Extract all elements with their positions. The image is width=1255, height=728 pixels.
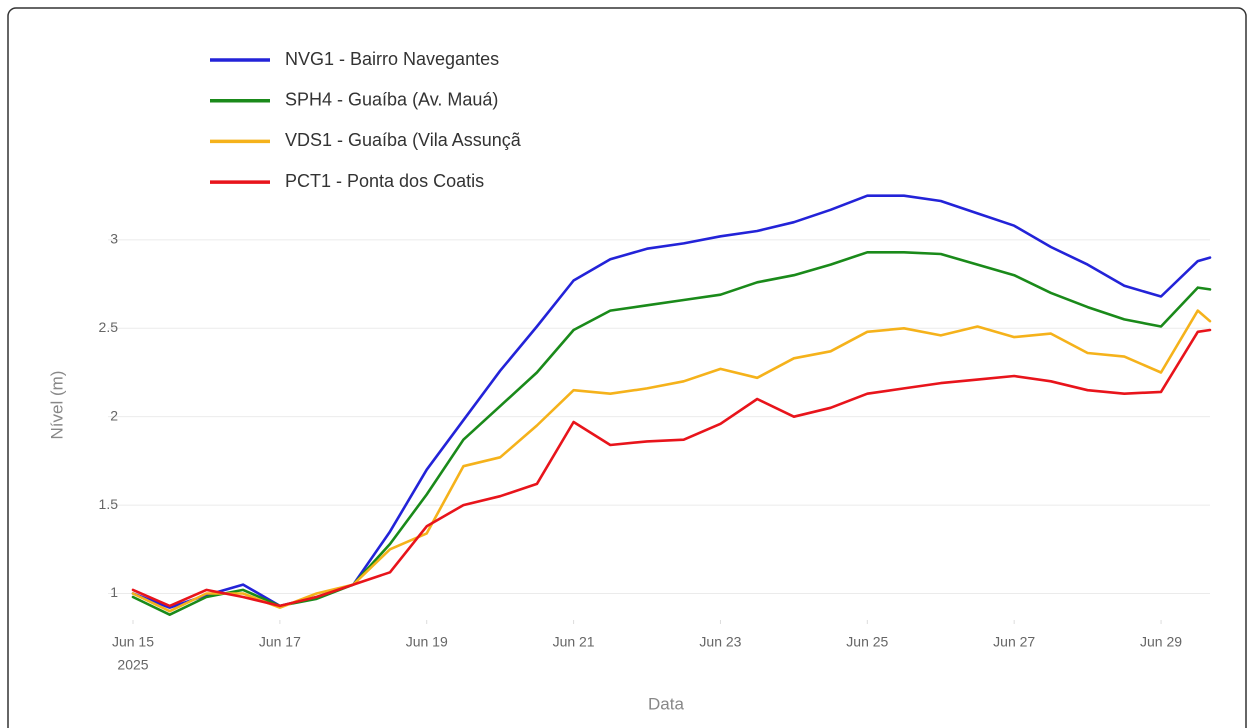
series-line [131, 328, 1212, 608]
legend-label: PCT1 - Ponta dos Coatis [285, 171, 484, 191]
y-tick-label: 2 [110, 407, 118, 423]
series-line [131, 309, 1212, 613]
legend-label: NVG1 - Bairro Navegantes [285, 49, 499, 69]
x-tick-label: Jun 21 [553, 634, 595, 650]
x-tick-sublabel: 2025 [117, 657, 148, 673]
legend-label: VDS1 - Guaíba (Vila Assunçã [285, 130, 522, 150]
x-tick-label: Jun 23 [699, 634, 741, 650]
legend-label: SPH4 - Guaíba (Av. Mauá) [285, 89, 498, 109]
y-axis-title: Nível (m) [47, 371, 66, 440]
x-tick-label: Jun 17 [259, 634, 301, 650]
y-tick-label: 3 [110, 231, 118, 247]
x-tick-label: Jun 25 [846, 634, 888, 650]
x-tick-label: Jun 19 [406, 634, 448, 650]
x-axis-title: Data [648, 694, 684, 713]
y-tick-label: 1.5 [99, 496, 119, 512]
card [7, 7, 1247, 728]
x-tick-label: Jun 27 [993, 634, 1035, 650]
y-tick-label: 1 [110, 584, 118, 600]
x-tick-label: Jun 15 [112, 634, 154, 650]
series-line [131, 251, 1212, 616]
x-tick-label: Jun 29 [1140, 634, 1182, 650]
y-tick-label: 2.5 [99, 319, 119, 335]
